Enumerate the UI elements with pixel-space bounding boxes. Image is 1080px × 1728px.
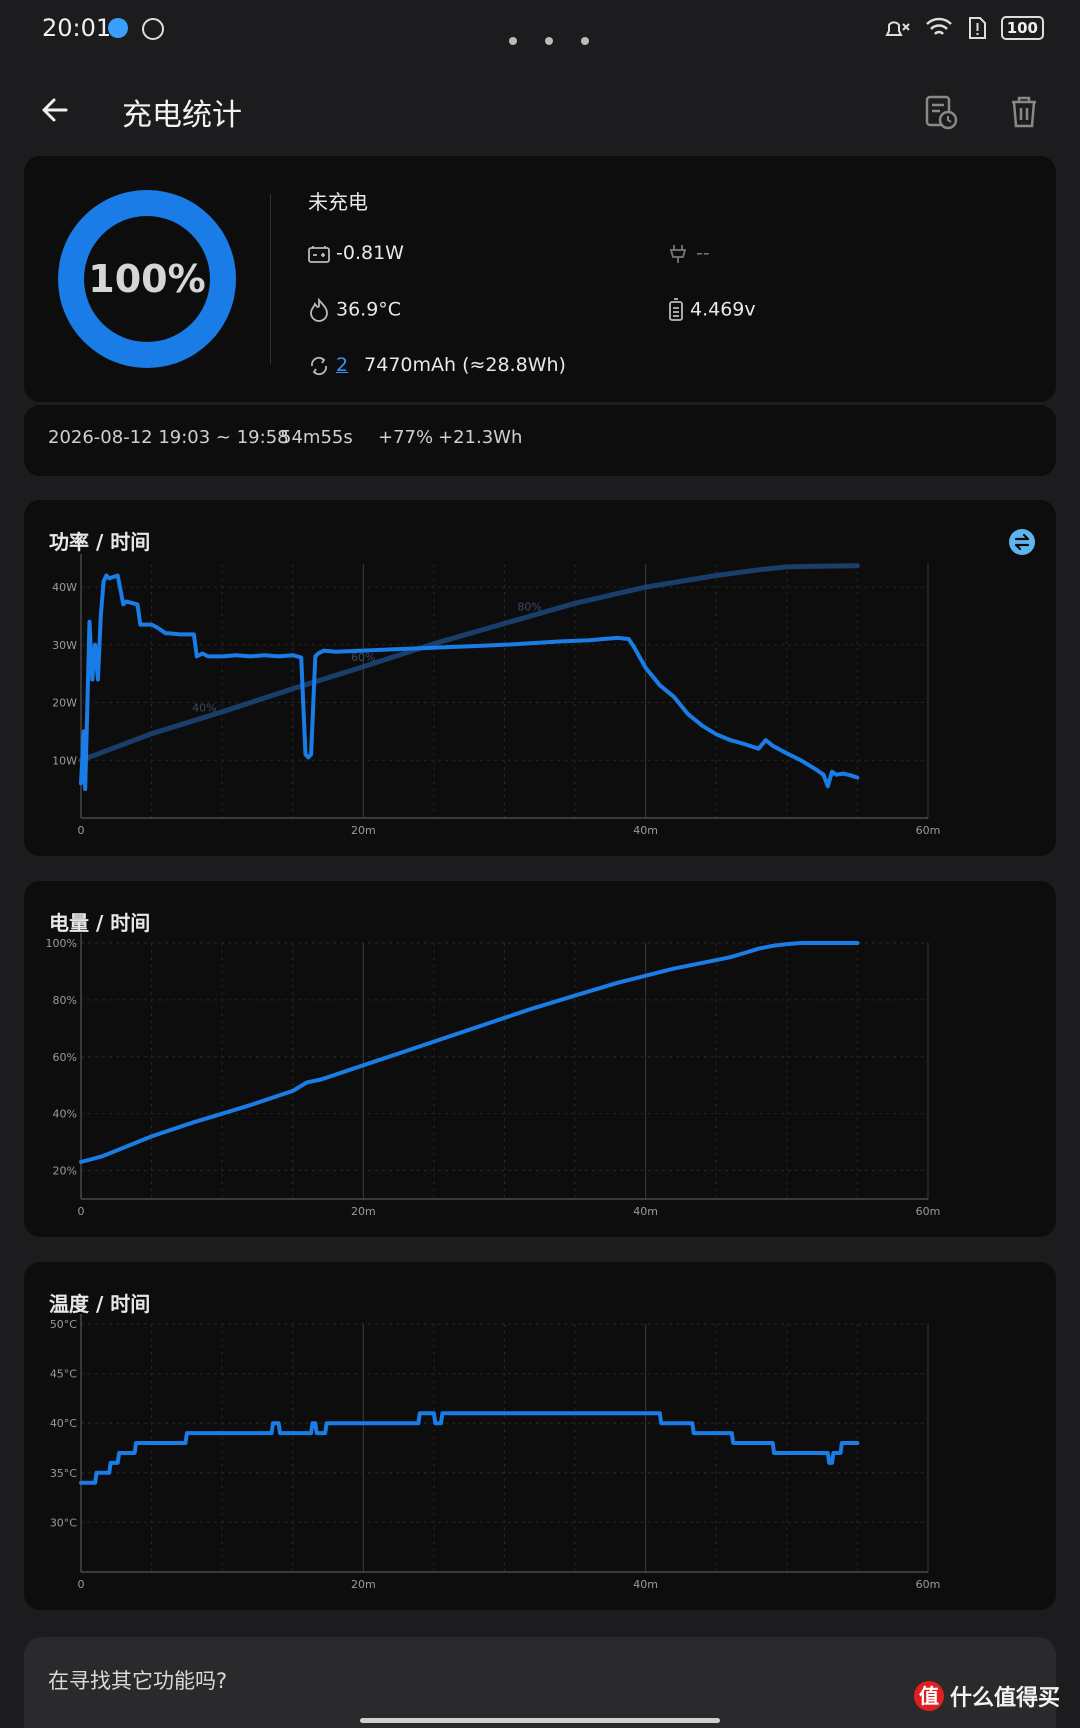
y-tick-label: 45°C — [50, 1368, 77, 1381]
y-tick-label: 20% — [53, 1165, 77, 1178]
sim-alert-icon — [968, 17, 986, 39]
history-report-icon[interactable] — [920, 92, 960, 132]
x-tick-label: 0 — [78, 1205, 85, 1218]
cycle-count-link[interactable]: 2 — [336, 354, 349, 376]
x-tick-label: 60m — [916, 1205, 941, 1218]
temperature-chart-title: 温度 / 时间 — [49, 1292, 151, 1316]
temperature-value: 36.9°C — [336, 298, 402, 321]
y-tick-label: 30°C — [50, 1516, 77, 1529]
power-chart: 10W 20W 30W 40W 0 20m 40m 60m 40% 60% 80% — [52, 554, 941, 837]
voltage-row: 4.469v — [668, 298, 756, 322]
reference-label: 80% — [517, 600, 541, 613]
status-icons: 100 — [883, 14, 1044, 42]
delete-trash-icon[interactable] — [1004, 92, 1044, 132]
series-line-primary — [79, 941, 860, 1164]
y-tick-label: 40W — [52, 581, 77, 594]
plug-icon — [669, 244, 687, 263]
battery-percent: 100% — [88, 257, 206, 301]
flame-icon — [310, 298, 328, 322]
level-chart-card: 电量 / 时间 20% 40% 60% 80% 100% 0 20m 40m 60m — [24, 881, 1056, 1237]
watermark: 值 什么值得买 — [913, 1680, 1060, 1712]
temperature-row: 36.9°C — [308, 298, 401, 322]
page-title: 充电统计 — [122, 98, 242, 133]
session-date-range: 2026-08-12 19:03 ~ 19:58 — [48, 427, 289, 448]
weather-icon — [108, 18, 128, 38]
watermark-text: 什么值得买 — [949, 1686, 1060, 1711]
series-line-primary — [79, 1411, 860, 1485]
charge-state: 未充电 — [308, 190, 368, 214]
alarm-clock-icon — [142, 18, 164, 40]
x-tick-label: 0 — [78, 824, 85, 837]
swap-toggle-icon[interactable] — [1008, 528, 1036, 556]
power-chart-card: 功率 / 时间 10W 20W 30W 40W 0 20m 40m 60m 40% 60% 80% — [24, 500, 1056, 856]
input-value: -- — [696, 242, 710, 264]
wifi-icon — [925, 17, 952, 35]
x-tick-label: 20m — [351, 1205, 376, 1218]
watermark-logo-icon: 值 — [913, 1681, 944, 1711]
grid — [80, 564, 929, 818]
series-line-secondary — [78, 563, 860, 763]
multitask-dots[interactable] — [495, 30, 603, 49]
power-value: -0.81W — [336, 242, 404, 264]
level-chart-title: 电量 / 时间 — [49, 911, 151, 935]
reference-label: 40% — [192, 701, 216, 714]
status-bar: 20:01 100 — [0, 0, 1080, 60]
grid — [80, 942, 929, 1199]
voltage-value: 4.469v — [690, 298, 756, 321]
series-line-primary — [79, 573, 860, 792]
y-tick-label: 30W — [52, 639, 77, 652]
temperature-chart: 30°C 35°C 40°C 45°C 50°C 0 20m 40m 60m — [50, 1314, 941, 1591]
y-tick-label: 80% — [53, 994, 77, 1007]
capacity-row: 2 7470mAh (≈28.8Wh) — [308, 354, 566, 377]
reference-label: 60% — [351, 651, 375, 664]
y-tick-label: 40% — [53, 1108, 77, 1121]
battery-icon — [669, 298, 683, 321]
grid — [80, 1323, 929, 1572]
session-percent-gain: +77% — [378, 427, 434, 448]
x-tick-label: 40m — [633, 1578, 658, 1591]
battery-ring: 100% — [58, 190, 236, 368]
cycle-icon — [311, 356, 327, 375]
status-time: 20:01 — [42, 14, 112, 42]
power-chart-title: 功率 / 时间 — [49, 530, 151, 554]
more-features-text: 在寻找其它功能吗? — [48, 1669, 228, 1693]
battery-power-icon — [308, 245, 330, 263]
x-tick-label: 20m — [351, 1578, 376, 1591]
session-duration: 54m55s — [280, 427, 353, 448]
x-tick-label: 0 — [78, 1578, 85, 1591]
temperature-chart-card: 温度 / 时间 30°C 35°C 40°C 45°C 50°C 0 20m 40m 60m — [24, 1262, 1056, 1610]
battery-status-card: 100% 未充电 -0.81W -- 36.9°C 4.469v 2 7470m… — [24, 156, 1056, 402]
y-tick-label: 40°C — [50, 1417, 77, 1430]
more-features-card[interactable]: 在寻找其它功能吗? — [24, 1637, 1056, 1728]
y-tick-label: 100% — [46, 937, 77, 950]
y-tick-label: 35°C — [50, 1467, 77, 1480]
back-arrow-icon[interactable] — [36, 90, 76, 130]
y-tick-label: 20W — [52, 697, 77, 710]
x-tick-label: 20m — [351, 824, 376, 837]
session-summary-card[interactable]: 2026-08-12 19:03 ~ 19:58 54m55s +77% +21… — [24, 405, 1056, 476]
x-tick-label: 40m — [633, 824, 658, 837]
home-indicator[interactable] — [360, 1718, 720, 1723]
x-tick-label: 60m — [916, 1578, 941, 1591]
power-row: -0.81W — [308, 242, 404, 264]
x-tick-label: 40m — [633, 1205, 658, 1218]
y-tick-label: 60% — [53, 1051, 77, 1064]
x-tick-label: 60m — [916, 824, 941, 837]
divider — [270, 194, 271, 364]
y-tick-label: 10W — [52, 754, 77, 767]
capacity-value: 7470mAh (≈28.8Wh) — [364, 354, 566, 376]
session-energy-gain: +21.3Wh — [438, 427, 523, 448]
input-row: -- — [668, 242, 710, 265]
level-chart: 20% 40% 60% 80% 100% 0 20m 40m 60m — [46, 933, 941, 1218]
y-tick-label: 50°C — [50, 1318, 77, 1331]
bell-muted-icon — [885, 21, 910, 36]
app-header: 充电统计 — [0, 70, 1080, 150]
battery-indicator: 100 — [1000, 16, 1044, 40]
